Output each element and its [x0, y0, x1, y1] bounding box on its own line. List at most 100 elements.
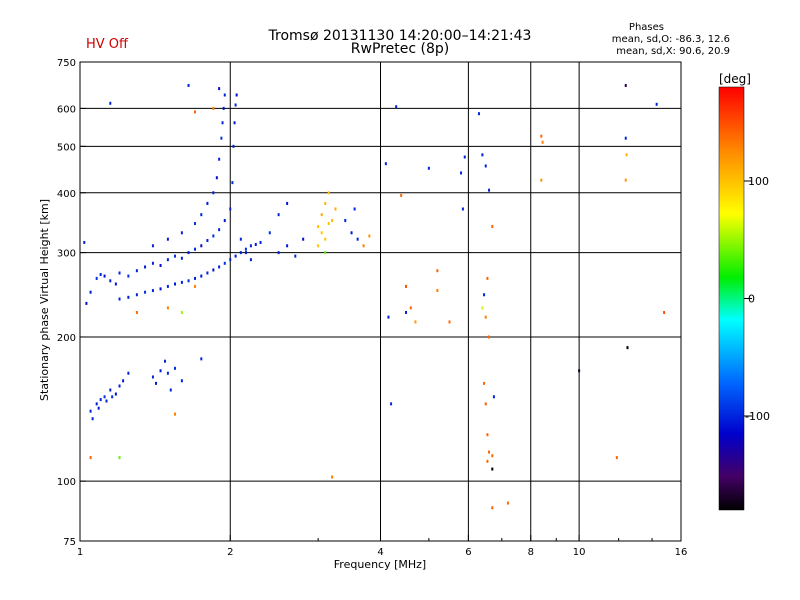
colorbar-tick-label: 0 — [748, 293, 755, 306]
data-point — [180, 379, 183, 383]
data-point — [114, 392, 117, 396]
data-point — [233, 121, 236, 125]
data-point — [222, 106, 225, 110]
y-tick-label: 75 — [63, 537, 76, 548]
y-tick-label: 100 — [57, 477, 76, 488]
data-point — [239, 237, 242, 241]
data-point — [461, 207, 464, 211]
data-point — [194, 284, 197, 288]
data-point — [151, 244, 154, 248]
data-point — [234, 103, 237, 107]
data-point — [89, 456, 92, 460]
x-tick-label: 16 — [675, 547, 688, 558]
data-point — [200, 213, 203, 217]
data-point — [180, 231, 183, 235]
data-point — [166, 237, 169, 241]
data-point — [331, 475, 334, 479]
data-point — [350, 231, 353, 235]
data-point — [118, 384, 121, 388]
data-point — [254, 242, 257, 246]
data-point — [235, 93, 238, 97]
data-point — [109, 101, 112, 105]
data-point — [655, 102, 658, 106]
data-point — [488, 335, 491, 339]
data-point — [249, 258, 252, 262]
data-point — [109, 388, 112, 392]
data-point — [663, 310, 666, 314]
y-axis-label: Stationary phase Virtual Height [km] — [38, 199, 51, 401]
data-point — [103, 274, 106, 278]
data-point — [387, 315, 390, 319]
data-point — [180, 256, 183, 260]
x-tick-label: 1 — [77, 547, 83, 558]
data-point — [206, 238, 209, 242]
data-point — [118, 456, 121, 460]
data-point — [166, 306, 169, 310]
data-point — [85, 301, 88, 305]
data-point — [277, 213, 280, 217]
data-point — [362, 244, 365, 248]
data-point — [89, 409, 92, 413]
data-point — [135, 293, 138, 297]
chart-title-line-2: RwPretec (8p) — [350, 41, 450, 57]
data-point — [169, 388, 172, 392]
data-point — [390, 402, 393, 406]
data-point — [109, 279, 112, 283]
data-point — [324, 251, 327, 255]
data-point — [624, 178, 627, 182]
data-point — [625, 153, 628, 157]
y-tick-label: 600 — [57, 104, 76, 115]
data-point — [206, 201, 209, 205]
x-tick-label: 6 — [465, 547, 471, 558]
y-tick-label: 300 — [57, 249, 76, 260]
data-point — [481, 153, 484, 157]
data-point — [231, 181, 234, 185]
data-point — [221, 121, 224, 125]
data-point — [95, 402, 98, 406]
data-point — [540, 178, 543, 182]
data-point — [400, 193, 403, 197]
data-point — [118, 271, 121, 275]
data-point — [320, 213, 323, 217]
data-point — [239, 251, 242, 255]
data-point — [127, 371, 130, 375]
data-point — [320, 231, 323, 235]
data-point — [187, 83, 190, 87]
data-point — [83, 240, 86, 244]
data-point — [194, 110, 197, 114]
data-point — [89, 290, 92, 294]
data-point — [200, 244, 203, 248]
data-point — [481, 306, 484, 310]
data-point — [409, 306, 412, 310]
data-point — [223, 261, 226, 265]
data-point — [384, 162, 387, 166]
data-point — [405, 284, 408, 288]
data-point — [206, 271, 209, 275]
data-point — [491, 467, 494, 471]
data-point — [194, 247, 197, 251]
data-point — [166, 371, 169, 375]
points-layer — [83, 83, 666, 510]
data-point — [218, 87, 221, 91]
ticks-layer: 1 2 4 6 8 10 16 75 100 200 300 400 500 600 750 — [57, 58, 687, 558]
phase-x-stats: mean, sd,X: 90.6, 20.9 — [616, 46, 730, 57]
data-point — [163, 359, 166, 363]
phase-o-stats: mean, sd,O: -86.3, 12.6 — [611, 34, 730, 45]
data-point — [229, 258, 232, 262]
data-point — [111, 395, 114, 399]
data-point — [268, 231, 271, 235]
data-point — [114, 282, 117, 286]
data-point — [212, 191, 215, 195]
x-tick-label: 4 — [377, 547, 383, 558]
data-point — [212, 106, 215, 110]
data-point — [492, 395, 495, 399]
data-point — [122, 379, 125, 383]
data-point — [200, 357, 203, 361]
data-point — [151, 261, 154, 265]
data-point — [127, 295, 130, 299]
x-tick-label: 2 — [227, 547, 233, 558]
data-point — [615, 456, 618, 460]
data-point — [159, 369, 162, 373]
data-point — [194, 276, 197, 280]
data-point — [223, 219, 226, 223]
